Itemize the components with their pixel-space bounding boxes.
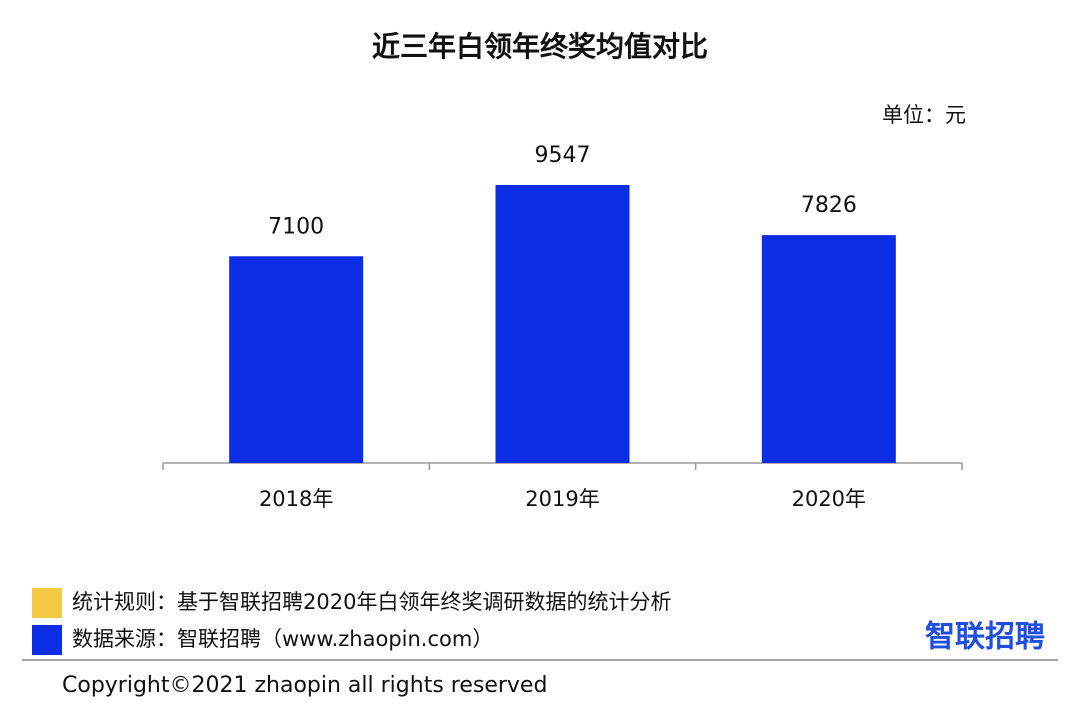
note: 数据来源：智联招聘（www.zhaopin.com） xyxy=(72,627,493,651)
x-tick-label: 2019年 xyxy=(525,487,599,511)
note: 统计规则：基于智联招聘2020年白领年终奖调研数据的统计分析 xyxy=(72,590,671,614)
chart-title: 近三年白领年终奖均值对比 xyxy=(372,30,708,63)
bar xyxy=(761,235,896,463)
bar xyxy=(229,256,364,463)
x-tick-label: 2020年 xyxy=(792,487,866,511)
legend-swatch xyxy=(32,588,62,618)
value-label: 7826 xyxy=(801,193,857,218)
unit-label: 单位：元 xyxy=(882,103,966,127)
x-tick-label: 2018年 xyxy=(259,487,333,511)
legend-swatch xyxy=(32,625,62,655)
value-label: 9547 xyxy=(535,143,591,168)
logo: 智联招聘 xyxy=(925,620,1045,655)
value-label: 7100 xyxy=(268,214,324,239)
bar xyxy=(495,185,630,463)
copyright: Copyright©2021 zhaopin all rights reserv… xyxy=(62,673,547,698)
